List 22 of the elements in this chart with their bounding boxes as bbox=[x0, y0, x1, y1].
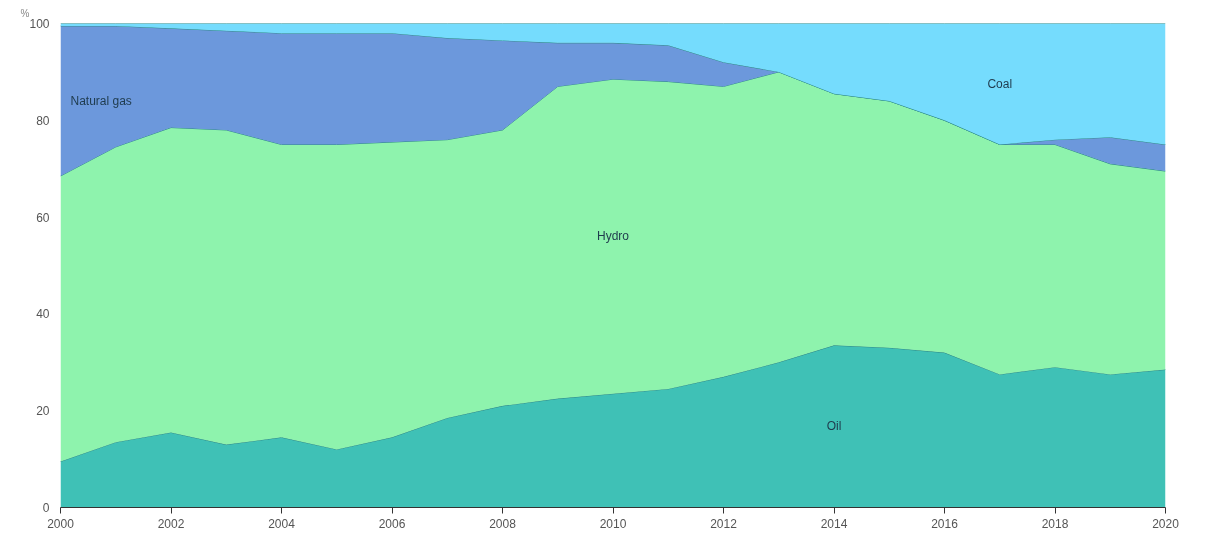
x-tick-label: 2004 bbox=[268, 516, 296, 531]
x-tick-label: 2002 bbox=[157, 516, 185, 531]
x-tick-label: 2010 bbox=[599, 516, 627, 531]
x-tick-label: 2020 bbox=[1152, 516, 1180, 531]
series-label: Coal bbox=[987, 77, 1013, 91]
x-tick-label: 2012 bbox=[710, 516, 738, 531]
y-axis-title: % bbox=[20, 7, 30, 19]
y-tick-label: 20 bbox=[36, 404, 50, 419]
series-label: Natural gas bbox=[70, 93, 132, 108]
series-label: Oil bbox=[826, 419, 842, 434]
x-tick-label: 2008 bbox=[489, 516, 517, 531]
x-tick-label: 2018 bbox=[1041, 516, 1069, 531]
y-tick-label: 0 bbox=[42, 501, 50, 515]
x-tick-label: 2006 bbox=[378, 516, 406, 531]
x-tick-label: 2014 bbox=[820, 516, 848, 531]
x-tick-label: 2000 bbox=[47, 516, 75, 531]
y-tick-label: 80 bbox=[36, 113, 50, 128]
series-label: Hydro bbox=[597, 229, 630, 244]
y-tick-label: 100 bbox=[29, 17, 50, 31]
y-tick-label: 40 bbox=[36, 307, 50, 322]
x-tick-label: 2016 bbox=[931, 516, 959, 531]
y-tick-label: 60 bbox=[36, 210, 50, 225]
